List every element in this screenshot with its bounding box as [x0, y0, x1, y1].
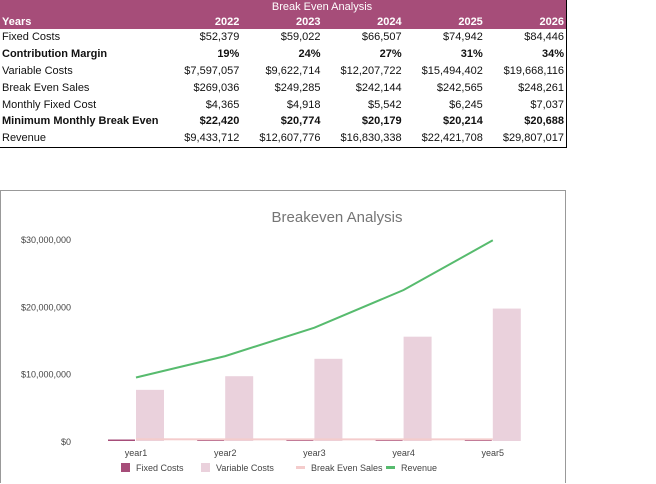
table-cell: $15,494,402: [404, 63, 485, 80]
table-cell: $12,607,776: [241, 130, 322, 147]
table-title: Break Even Analysis: [0, 0, 567, 14]
table-cell: $22,420: [160, 113, 241, 130]
row-label: Contribution Margin: [0, 46, 160, 63]
table-row: Minimum Monthly Break Even$22,420$20,774…: [0, 113, 567, 130]
variable-costs-bar: [404, 337, 432, 441]
table-cell: $269,036: [160, 79, 241, 96]
legend-swatch: [121, 463, 130, 472]
table-row: Variable Costs$7,597,057$9,622,714$12,20…: [0, 63, 567, 80]
table-row: Break Even Sales$269,036$249,285$242,144…: [0, 79, 567, 96]
legend-label: Variable Costs: [216, 463, 274, 473]
table-cell: $6,245: [404, 96, 485, 113]
y-tick-label: $0: [61, 437, 71, 447]
table-cell: $20,179: [323, 113, 404, 130]
row-label: Revenue: [0, 130, 160, 147]
table-cell: $248,261: [485, 79, 567, 96]
variable-costs-bar: [314, 359, 342, 441]
variable-costs-bar: [225, 376, 253, 441]
x-tick-label: year3: [303, 448, 326, 458]
breakeven-chart: Breakeven Analysis $0 $10,000,000 $20,000,0…: [0, 190, 566, 483]
table-row: Revenue$9,433,712$12,607,776$16,830,338$…: [0, 130, 567, 147]
table-cell: $5,542: [323, 96, 404, 113]
y-tick-label: $30,000,000: [21, 235, 71, 245]
x-tick-label: year5: [482, 448, 505, 458]
table-cell: $9,622,714: [241, 63, 322, 80]
table-cell: 31%: [404, 46, 485, 63]
fixed-costs-bar: [108, 440, 135, 442]
chart-title: Breakeven Analysis: [272, 209, 403, 226]
table-cell: $19,668,116: [485, 63, 567, 80]
table-cell: $4,918: [241, 96, 322, 113]
legend-label: Revenue: [401, 463, 437, 473]
table-cell: $74,942: [404, 29, 485, 46]
table-cell: $84,446: [485, 29, 567, 46]
table-cell: $20,214: [404, 113, 485, 130]
table-row: Monthly Fixed Cost$4,365$4,918$5,542$6,2…: [0, 96, 567, 113]
table-cell: 34%: [485, 46, 567, 63]
legend-label: Break Even Sales: [311, 463, 383, 473]
table-cell: 19%: [160, 46, 241, 63]
table-cell: 24%: [241, 46, 322, 63]
revenue-line: [136, 240, 493, 377]
row-label: Variable Costs: [0, 63, 160, 80]
table-cell: $242,565: [404, 79, 485, 96]
x-tick-label: year4: [392, 448, 415, 458]
row-label: Fixed Costs: [0, 29, 160, 46]
variable-costs-bar: [136, 390, 164, 441]
table-cell: $59,022: [241, 29, 322, 46]
legend-swatch: [386, 466, 395, 469]
header-cell: 2024: [323, 14, 404, 29]
legend-swatch: [201, 463, 210, 472]
table-cell: $7,037: [485, 96, 567, 113]
table-row: Fixed Costs$52,379$59,022$66,507$74,942$…: [0, 29, 567, 46]
table-cell: $4,365: [160, 96, 241, 113]
table-cell: $249,285: [241, 79, 322, 96]
header-cell: 2025: [404, 14, 485, 29]
legend-label: Fixed Costs: [136, 463, 184, 473]
variable-costs-bar: [493, 309, 521, 441]
row-label: Monthly Fixed Cost: [0, 96, 160, 113]
table-cell: $9,433,712: [160, 130, 241, 147]
table-cell: $242,144: [323, 79, 404, 96]
y-tick-label: $10,000,000: [21, 370, 71, 380]
table-cell: $20,688: [485, 113, 567, 130]
x-tick-label: year2: [214, 448, 237, 458]
header-cell: 2022: [160, 14, 241, 29]
y-tick-label: $20,000,000: [21, 302, 71, 312]
table-cell: $29,807,017: [485, 130, 567, 147]
table-cell: $12,207,722: [323, 63, 404, 80]
table-cell: $20,774: [241, 113, 322, 130]
table-cell: $16,830,338: [323, 130, 404, 147]
row-label: Minimum Monthly Break Even: [0, 113, 160, 130]
table-cell: $22,421,708: [404, 130, 485, 147]
row-label: Break Even Sales: [0, 79, 160, 96]
x-tick-label: year1: [125, 448, 148, 458]
header-cell: 2023: [241, 14, 322, 29]
table-cell: $52,379: [160, 29, 241, 46]
table-cell: $7,597,057: [160, 63, 241, 80]
table-cell: $66,507: [323, 29, 404, 46]
legend-swatch: [296, 466, 305, 469]
table-cell: 27%: [323, 46, 404, 63]
header-cell: 2026: [485, 14, 567, 29]
chart-svg: Breakeven Analysis $0 $10,000,000 $20,000,0…: [1, 191, 567, 484]
header-cell: Years: [0, 14, 160, 29]
